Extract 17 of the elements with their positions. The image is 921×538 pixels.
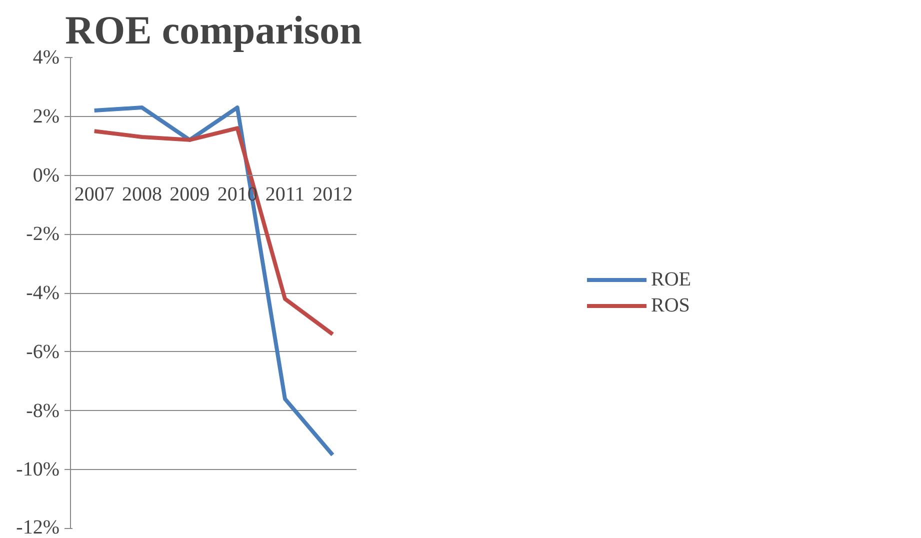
x-tick-label: 2008 (122, 183, 162, 206)
x-tick-label: 2007 (74, 183, 114, 206)
y-tick-label: 4% (32, 46, 60, 68)
x-tick-label: 2009 (170, 183, 210, 206)
y-tick-label: -2% (26, 223, 60, 246)
x-tick-label: 2012 (312, 183, 353, 206)
y-tick-label: -4% (26, 282, 60, 304)
x-tick-label: 2011 (265, 183, 305, 206)
y-tick-label: -6% (26, 340, 60, 363)
chart-title: ROE comparison (65, 8, 362, 52)
legend-label: ROS (651, 294, 690, 317)
y-tick-label: -8% (26, 400, 60, 422)
legend-label: ROE (651, 268, 691, 291)
y-tick-label: -12% (16, 516, 60, 538)
y-tick-label: 0% (32, 164, 60, 186)
y-tick-label: -10% (16, 458, 60, 481)
y-tick-label: 2% (32, 105, 60, 128)
